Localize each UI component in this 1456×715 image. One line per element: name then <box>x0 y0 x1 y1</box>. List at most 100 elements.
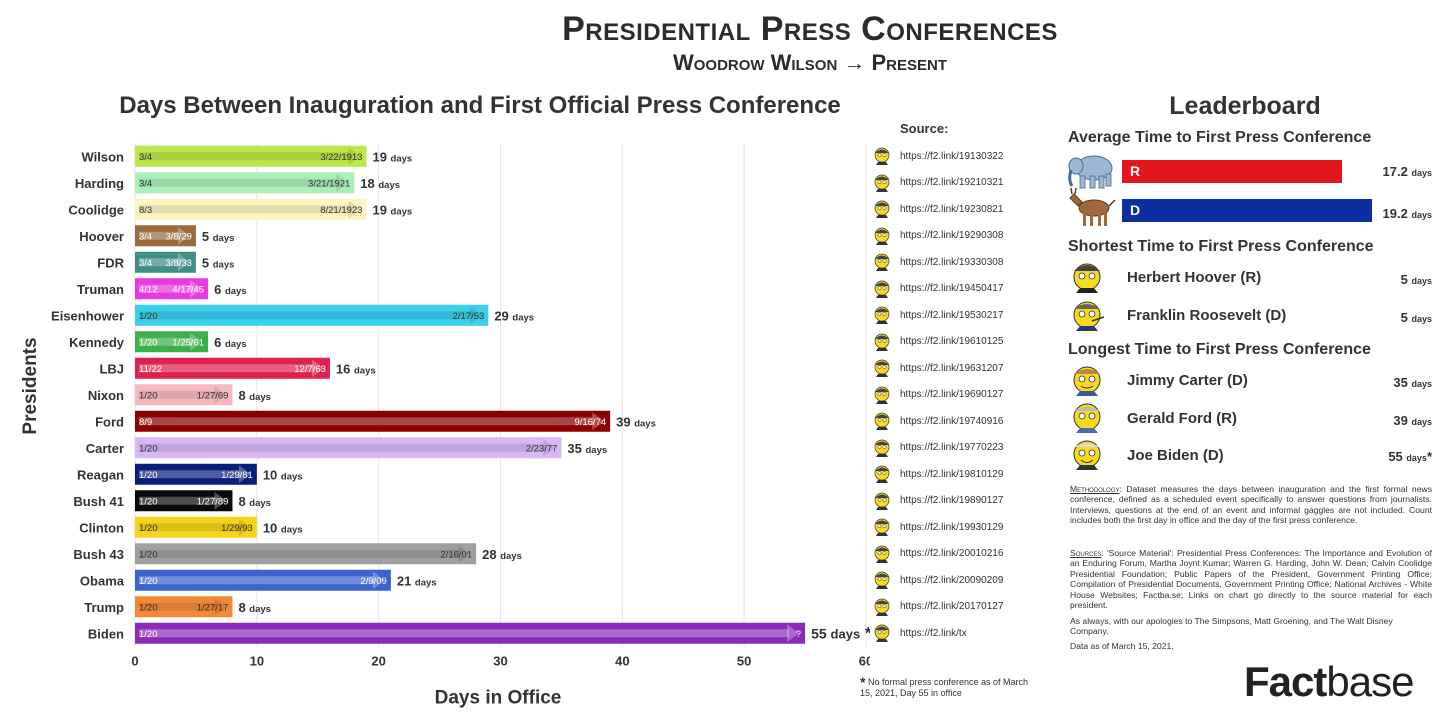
bar-arrow-shaft <box>139 576 375 585</box>
bar-arrow-shaft <box>139 178 339 187</box>
cartoon-face-icon <box>874 492 890 510</box>
cartoon-face-icon <box>874 200 890 219</box>
bar <box>135 198 367 220</box>
source-link[interactable]: https://f2.link/19130322 <box>900 150 1004 162</box>
party-bar-r: R <box>1122 160 1342 183</box>
source-row: https://f2.link/19530217 <box>872 304 1003 326</box>
bar-value-number: 16 <box>336 361 354 376</box>
cartoon-face-icon <box>874 545 890 563</box>
source-row: https://f2.link/tx <box>872 622 967 644</box>
bar-value-label: 10 days <box>263 467 303 482</box>
source-link[interactable]: https://f2.link/19631207 <box>900 362 1004 374</box>
longest-value-3: 55 days* <box>1388 449 1432 464</box>
bar-arrow-shaft <box>139 549 461 558</box>
bar-value-label: 19 days <box>372 202 412 217</box>
source-link[interactable]: https://f2.link/19930129 <box>900 521 1004 533</box>
source-link[interactable]: https://f2.link/19810129 <box>900 468 1004 480</box>
source-row: https://f2.link/19690127 <box>872 384 1003 406</box>
bar-arrow-shaft <box>139 364 314 373</box>
bar-value-number: 8 <box>238 600 249 615</box>
cartoon-face-icon <box>874 624 890 643</box>
longest-name-3: Joe Biden (D) <box>1127 447 1224 464</box>
bar-arrow-shaft <box>139 417 595 426</box>
source-row: https://f2.link/19450417 <box>872 278 1003 300</box>
carter-face-icon <box>1073 366 1101 396</box>
bar-value-label: 35 days <box>567 441 607 456</box>
bar-arrow-head <box>372 571 385 590</box>
bar-arrow-head <box>214 491 227 510</box>
x-tick-label: 10 <box>250 654 264 669</box>
bar <box>135 357 330 379</box>
cartoon-face-icon <box>874 359 890 378</box>
source-link[interactable]: https://f2.link/19690127 <box>900 389 1004 401</box>
bar-value-label: 8 days <box>238 388 271 403</box>
bar-end-label: 3/8/33 <box>165 258 191 269</box>
source-link[interactable]: https://f2.link/20170127 <box>900 601 1004 613</box>
source-link[interactable]: https://f2.link/19610125 <box>900 336 1004 348</box>
bar-start-label: 8/9 <box>139 417 152 428</box>
source-link[interactable]: https://f2.link/19530217 <box>900 309 1004 321</box>
bar-value-unit: days <box>225 286 247 297</box>
x-tick-label: 20 <box>371 654 385 669</box>
bar-arrow-shaft <box>139 231 180 240</box>
shortest-heading: Shortest Time to First Press Conference <box>1068 238 1374 255</box>
source-link[interactable]: https://f2.link/tx <box>900 627 967 639</box>
x-axis-label: Days in Office <box>435 688 562 709</box>
party-bar-d: D <box>1122 199 1372 222</box>
source-heading: Source: <box>900 121 949 136</box>
source-link[interactable]: https://f2.link/19290308 <box>900 230 1004 242</box>
bar-value-unit: days <box>512 312 534 323</box>
bar-arrow-head <box>787 624 800 643</box>
bar-value-unit: days <box>831 626 861 641</box>
x-tick-label: 60 <box>859 654 870 669</box>
source-link[interactable]: https://f2.link/19770223 <box>900 442 1004 454</box>
bar-arrow-head <box>543 438 556 457</box>
category-label: Biden <box>88 626 124 641</box>
bar-start-label: 1/20 <box>139 549 158 560</box>
bar-value-label: 8 days <box>238 600 271 615</box>
sources-text: 'Source Material': Presidential Press Co… <box>1070 548 1433 611</box>
bar-end-label: 1/27/17 <box>197 602 229 613</box>
source-link[interactable]: https://f2.link/20010216 <box>900 548 1004 560</box>
bar-start-label: 1/20 <box>139 523 158 534</box>
bar-start-label: 8/3 <box>139 205 152 216</box>
category-label: Trump <box>84 600 124 615</box>
bar-arrow-shaft <box>139 602 217 611</box>
bar-arrow-head <box>177 253 190 272</box>
bar-value-label: 8 days <box>238 494 271 509</box>
source-link[interactable]: https://f2.link/19450417 <box>900 283 1004 295</box>
bar-end-label: 2/9/09 <box>360 576 386 587</box>
bar-value-label: 19 days <box>372 149 412 164</box>
bar-start-label: 1/20 <box>139 629 158 640</box>
bar-arrow-shaft <box>139 523 241 532</box>
source-link[interactable]: https://f2.link/19890127 <box>900 495 1004 507</box>
source-row: https://f2.link/19890127 <box>872 490 1003 512</box>
biden-face-icon <box>1073 440 1101 470</box>
donkey-icon <box>1069 188 1116 226</box>
cartoon-face-icon <box>874 439 890 457</box>
bar-arrow-head <box>470 306 483 325</box>
bar-end-label: 3/8/29 <box>165 231 191 242</box>
bar <box>135 410 611 432</box>
source-link[interactable]: https://f2.link/19740916 <box>900 415 1004 427</box>
shortest-name-2: Franklin Roosevelt (D) <box>1127 307 1287 324</box>
bar-value-number: 8 <box>238 388 249 403</box>
bar-start-label: 1/20 <box>139 390 158 401</box>
source-row: https://f2.link/19210321 <box>872 172 1003 194</box>
fdr-face-icon <box>1073 301 1105 331</box>
bar-start-label: 4/12 <box>139 284 158 295</box>
bar-value-number: 10 <box>263 467 281 482</box>
bar-value-number: 10 <box>263 520 281 535</box>
source-link[interactable]: https://f2.link/19210321 <box>900 177 1004 189</box>
bar-arrow-shaft <box>139 205 351 214</box>
category-label: Wilson <box>82 149 125 164</box>
source-link[interactable]: https://f2.link/20090209 <box>900 574 1004 586</box>
source-row: https://f2.link/20010216 <box>872 543 1003 565</box>
category-label: Eisenhower <box>51 308 124 323</box>
bar-end-label: 12/7/63 <box>294 364 326 375</box>
hoover-face-icon <box>1073 263 1101 293</box>
source-link[interactable]: https://f2.link/19330308 <box>900 256 1004 268</box>
source-link[interactable]: https://f2.link/19230821 <box>900 203 1004 215</box>
bar-arrow-head <box>214 597 227 616</box>
bar-arrow-shaft <box>139 284 193 293</box>
